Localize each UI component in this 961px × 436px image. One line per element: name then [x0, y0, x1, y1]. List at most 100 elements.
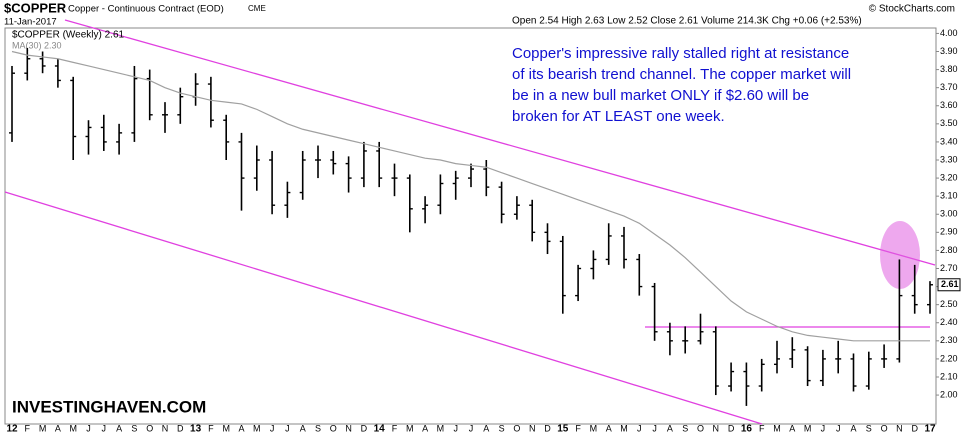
y-tick-label: 2.70: [940, 263, 958, 273]
plot-frame: [4, 27, 937, 425]
quote: Open 2.54 High 2.63 Low 2.52 Close 2.61 …: [512, 16, 862, 27]
x-tick-label: M: [773, 423, 781, 433]
y-tick-label: 3.00: [940, 209, 958, 219]
y-tick-label: 2.40: [940, 317, 958, 327]
x-tick-label: 16: [741, 424, 753, 435]
x-tick-label: S: [499, 423, 505, 433]
y-tick-label: 3.70: [940, 82, 958, 92]
x-tick-label: N: [162, 423, 169, 433]
x-tick-label: M: [69, 423, 77, 433]
x-tick-label: S: [315, 423, 321, 433]
x-tick-label: 12: [6, 424, 18, 435]
x-tick-label: M: [590, 423, 598, 433]
x-tick-label: A: [789, 423, 795, 433]
x-tick-label: F: [759, 423, 765, 433]
x-tick-label: D: [177, 423, 184, 433]
y-tick-label: 2.10: [940, 371, 958, 381]
x-tick-label: M: [620, 423, 628, 433]
exchange: CME: [248, 4, 266, 13]
watermark: INVESTINGHAVEN.COM: [12, 397, 206, 416]
source: © StockCharts.com: [869, 4, 955, 15]
x-tick-label: S: [866, 423, 872, 433]
annotation-line: Copper's impressive rally stalled right …: [512, 45, 849, 62]
y-tick-label: 3.20: [940, 172, 958, 182]
x-tick-label: M: [39, 423, 47, 433]
annotation-line: be in a new bull market ONLY if $2.60 wi…: [512, 87, 809, 104]
x-tick-label: N: [345, 423, 352, 433]
y-tick-label: 2.00: [940, 389, 958, 399]
symbol: $COPPER: [4, 0, 67, 15]
price-tag-label: 2.61: [941, 279, 959, 289]
x-tick-label: A: [422, 423, 428, 433]
price-tag: [937, 278, 961, 292]
x-tick-label: J: [821, 423, 826, 433]
x-tick-label: S: [682, 423, 688, 433]
x-tick-label: F: [392, 423, 398, 433]
x-tick-label: A: [300, 423, 306, 433]
x-tick-label: M: [406, 423, 414, 433]
y-tick-label: 3.90: [940, 46, 958, 56]
x-tick-label: A: [606, 423, 612, 433]
x-tick-label: N: [529, 423, 536, 433]
y-tick-label: 2.90: [940, 227, 958, 237]
x-tick-label: M: [222, 423, 230, 433]
x-tick-label: J: [285, 423, 290, 433]
y-tick-label: 2.30: [940, 335, 958, 345]
y-tick-label: 3.50: [940, 118, 958, 128]
legend-ohlc: $COPPER (Weekly) 2.61: [12, 30, 125, 41]
x-tick-label: F: [208, 423, 214, 433]
x-tick-label: J: [270, 423, 275, 433]
x-tick-label: 17: [924, 424, 936, 435]
annotation-line: of its bearish trend channel. The copper…: [512, 66, 851, 83]
x-tick-label: A: [483, 423, 489, 433]
trend-line-upper: [64, 19, 936, 266]
x-tick-label: J: [86, 423, 91, 433]
x-tick-label: 13: [190, 424, 202, 435]
x-tick-label: J: [453, 423, 458, 433]
x-tick-label: M: [253, 423, 261, 433]
x-tick-label: S: [131, 423, 137, 433]
x-tick-label: J: [836, 423, 841, 433]
x-tick-label: J: [652, 423, 657, 433]
chart-title: Copper - Continuous Contract (EOD): [68, 4, 224, 15]
x-tick-label: J: [637, 423, 642, 433]
x-tick-label: D: [361, 423, 368, 433]
y-tick-label: 2.80: [940, 245, 958, 255]
x-tick-label: F: [25, 423, 31, 433]
x-tick-label: A: [116, 423, 122, 433]
legend: $COPPER (Weekly) 2.61 MA(30) 2.30: [12, 30, 125, 51]
y-tick-label: 3.10: [940, 191, 958, 201]
x-tick-label: A: [850, 423, 856, 433]
y-tick-label: 3.80: [940, 64, 958, 74]
x-tick-label: A: [667, 423, 673, 433]
x-tick-label: N: [713, 423, 720, 433]
x-tick-label: O: [697, 423, 704, 433]
trend-line-lower: [4, 191, 763, 425]
x-tick-label: O: [330, 423, 337, 433]
x-tick-label: O: [513, 423, 520, 433]
x-tick-label: 14: [374, 424, 386, 435]
x-tick-label: A: [238, 423, 244, 433]
x-tick-label: O: [881, 423, 888, 433]
highlight-ellipse: [880, 221, 920, 289]
x-tick-label: F: [575, 423, 581, 433]
x-tick-label: 15: [557, 424, 569, 435]
ma-line: [11, 50, 930, 342]
y-tick-label: 2.50: [940, 299, 958, 309]
x-tick-label: D: [728, 423, 735, 433]
x-tick-label: N: [896, 423, 903, 433]
y-tick-label: 4.00: [940, 28, 958, 38]
legend-ma: MA(30) 2.30: [12, 40, 62, 50]
x-tick-label: D: [544, 423, 551, 433]
x-tick-label: M: [437, 423, 445, 433]
y-tick-label: 3.60: [940, 100, 958, 110]
x-tick-label: J: [469, 423, 474, 433]
y-tick-label: 3.30: [940, 154, 958, 164]
date: 11-Jan-2017: [4, 17, 57, 28]
x-tick-label: O: [146, 423, 153, 433]
x-tick-label: J: [102, 423, 107, 433]
y-tick-label: 2.20: [940, 353, 958, 363]
x-tick-label: M: [804, 423, 812, 433]
